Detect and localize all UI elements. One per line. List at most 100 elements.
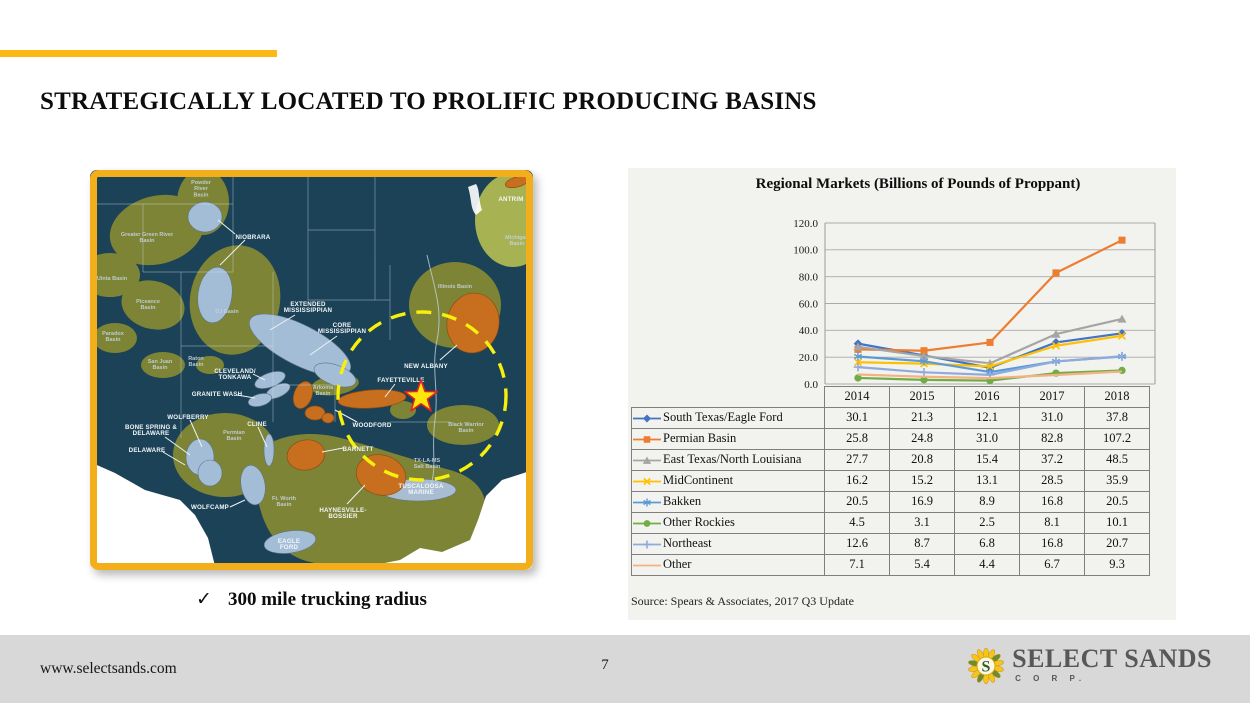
table-header-row: 2014 2015 2016 2017 2018 bbox=[632, 386, 1150, 408]
year-column-header: 2014 bbox=[824, 386, 890, 408]
chart-panel: Regional Markets (Billions of Pounds of … bbox=[628, 168, 1176, 620]
table-row: East Texas/North Louisiana 27.7 20.8 15.4 37… bbox=[631, 448, 1150, 471]
table-row: Permian Basin 25.8 24.8 31.0 82.8 107.2 bbox=[631, 427, 1150, 450]
map-label: ANTRIM bbox=[498, 196, 523, 203]
value-cell: 3.1 bbox=[889, 511, 955, 534]
data-point-marker-x bbox=[985, 362, 995, 371]
series-northeast bbox=[853, 351, 1127, 380]
map-label: Greater Green River Basin bbox=[121, 232, 174, 244]
map-label: Uinta Basin bbox=[97, 276, 128, 282]
footer-bar: www.selectsands.com 7 S SELECT SANDS C O… bbox=[0, 635, 1250, 703]
map-label: Permian Basin bbox=[223, 430, 245, 442]
basin-map-figure: Powder River Basin NIOBRARA Greater Green Ri… bbox=[90, 170, 533, 570]
value-cell: 21.3 bbox=[889, 406, 955, 429]
value-cell: 8.9 bbox=[954, 490, 1020, 513]
map-label: Ft. Worth Basin bbox=[272, 496, 297, 508]
map-label: Arkoma Basin bbox=[313, 385, 334, 397]
data-point-marker-x bbox=[1051, 341, 1061, 350]
map-label: Illinois Basin bbox=[438, 284, 473, 290]
map-labels: Powder River Basin NIOBRARA Greater Green Ri… bbox=[97, 180, 530, 551]
legend-marker-icon bbox=[633, 498, 661, 507]
data-point-marker-circle bbox=[854, 374, 862, 382]
data-point-marker-circle bbox=[643, 519, 651, 527]
series-midcontinent bbox=[853, 331, 1127, 371]
y-tick-label: 120.0 bbox=[793, 218, 818, 230]
table-row: Bakken 20.5 16.9 8.9 16.8 20.5 bbox=[631, 490, 1150, 513]
y-tick-label: 0.0 bbox=[804, 379, 818, 389]
series-name: Other bbox=[663, 557, 692, 571]
legend-marker-icon bbox=[633, 519, 661, 527]
value-cell: 20.8 bbox=[889, 448, 955, 471]
line-chart: 0.0 20.0 40.0 60.0 80.0 100.0 120.0 bbox=[793, 218, 1156, 389]
value-cell: 28.5 bbox=[1019, 469, 1085, 492]
map-label: EXTENDED MISSISSIPPIAN bbox=[284, 301, 333, 314]
value-cell: 6.8 bbox=[954, 532, 1020, 555]
y-tick-label: 100.0 bbox=[793, 245, 818, 257]
series-name: Permian Basin bbox=[663, 431, 737, 445]
data-point-marker-diamond bbox=[1051, 338, 1061, 347]
data-point-marker-asterisk bbox=[853, 352, 863, 361]
data-point-marker-plus bbox=[1117, 351, 1127, 361]
map-caption-text: 300 mile trucking radius bbox=[227, 589, 427, 610]
value-cell: 107.2 bbox=[1084, 427, 1150, 450]
year-column-header: 2016 bbox=[954, 386, 1020, 408]
data-point-marker-triangle bbox=[919, 351, 929, 360]
value-cell: 7.1 bbox=[824, 553, 890, 576]
map-label: CORE MISSISSIPPIAN bbox=[318, 322, 367, 335]
data-point-marker-diamond bbox=[1117, 328, 1127, 338]
state-borders bbox=[90, 170, 450, 438]
value-cell: 25.8 bbox=[824, 427, 890, 450]
data-point-marker-x bbox=[643, 477, 651, 485]
table-corner-cell bbox=[632, 387, 825, 408]
map-label: DJ Basin bbox=[215, 309, 239, 315]
logo-text-block: SELECT SANDS C O R P. bbox=[1012, 646, 1212, 684]
logo-subtext: C O R P. bbox=[1015, 674, 1087, 683]
table-row: MidContinent 16.2 15.2 13.1 28.5 35.9 bbox=[631, 469, 1150, 492]
data-point-marker-plus bbox=[643, 540, 651, 549]
legend-marker-icon bbox=[633, 564, 661, 567]
y-tick-label: 60.0 bbox=[799, 298, 819, 310]
value-cell: 16.2 bbox=[824, 469, 890, 492]
table-row: Northeast 12.6 8.7 6.8 16.8 20.7 bbox=[631, 532, 1150, 555]
regional-markets-table: 2014 2015 2016 2017 2018 South Texas/Eagle Fo… bbox=[631, 386, 1150, 576]
map-label: BARNETT bbox=[343, 446, 374, 453]
map-label: EAGLE FORD bbox=[278, 538, 300, 551]
map-label: TUSCALOOSA MARINE bbox=[398, 483, 444, 496]
value-cell: 16.8 bbox=[1019, 490, 1085, 513]
data-point-marker-plus bbox=[853, 362, 863, 372]
chart-title: Regional Markets (Billions of Pounds of … bbox=[755, 176, 1081, 192]
page-title: STRATEGICALLY LOCATED TO PROLIFIC PRODUC… bbox=[40, 88, 817, 115]
website-link: www.selectsands.com bbox=[40, 660, 177, 677]
series-legend-cell: Bakken bbox=[631, 490, 825, 513]
series-legend-cell: Other bbox=[631, 553, 825, 576]
value-cell: 9.3 bbox=[1084, 553, 1150, 576]
value-cell: 15.2 bbox=[889, 469, 955, 492]
value-cell: 15.4 bbox=[954, 448, 1020, 471]
map-caption: ✓ 300 mile trucking radius bbox=[90, 588, 533, 611]
data-point-marker-circle bbox=[1118, 366, 1126, 375]
map-label: CLEVELAND/TONKAWA bbox=[214, 368, 256, 381]
map-label: WOLFCAMP bbox=[191, 504, 229, 511]
data-point-marker-triangle bbox=[642, 456, 652, 464]
sunflower-logo-icon: S bbox=[968, 647, 1004, 685]
series-line bbox=[857, 370, 1123, 380]
series-line bbox=[857, 239, 1123, 352]
data-point-marker-plus bbox=[919, 368, 929, 377]
value-cell: 16.8 bbox=[1019, 532, 1085, 555]
data-point-marker-triangle bbox=[1051, 329, 1061, 338]
map-label: Raton Basin bbox=[188, 356, 204, 368]
series-permian-basin bbox=[854, 236, 1126, 355]
data-point-marker-square bbox=[643, 435, 651, 443]
map-label: BONE SPRING & DELAWARE bbox=[125, 424, 177, 437]
value-cell: 20.5 bbox=[1084, 490, 1150, 513]
series-legend-cell: Northeast bbox=[631, 532, 825, 555]
map-label: Piceance Basin bbox=[136, 299, 160, 311]
map-label: Powder River Basin bbox=[191, 180, 212, 198]
value-cell: 10.1 bbox=[1084, 511, 1150, 534]
map-label: TX-LA-MS Salt Basin bbox=[414, 458, 441, 470]
series-name: East Texas/North Louisiana bbox=[663, 452, 802, 466]
map-label: HAYNESVILLE-BOSSIER bbox=[319, 507, 366, 520]
year-column-header: 2015 bbox=[889, 386, 955, 408]
value-cell: 12.6 bbox=[824, 532, 890, 555]
